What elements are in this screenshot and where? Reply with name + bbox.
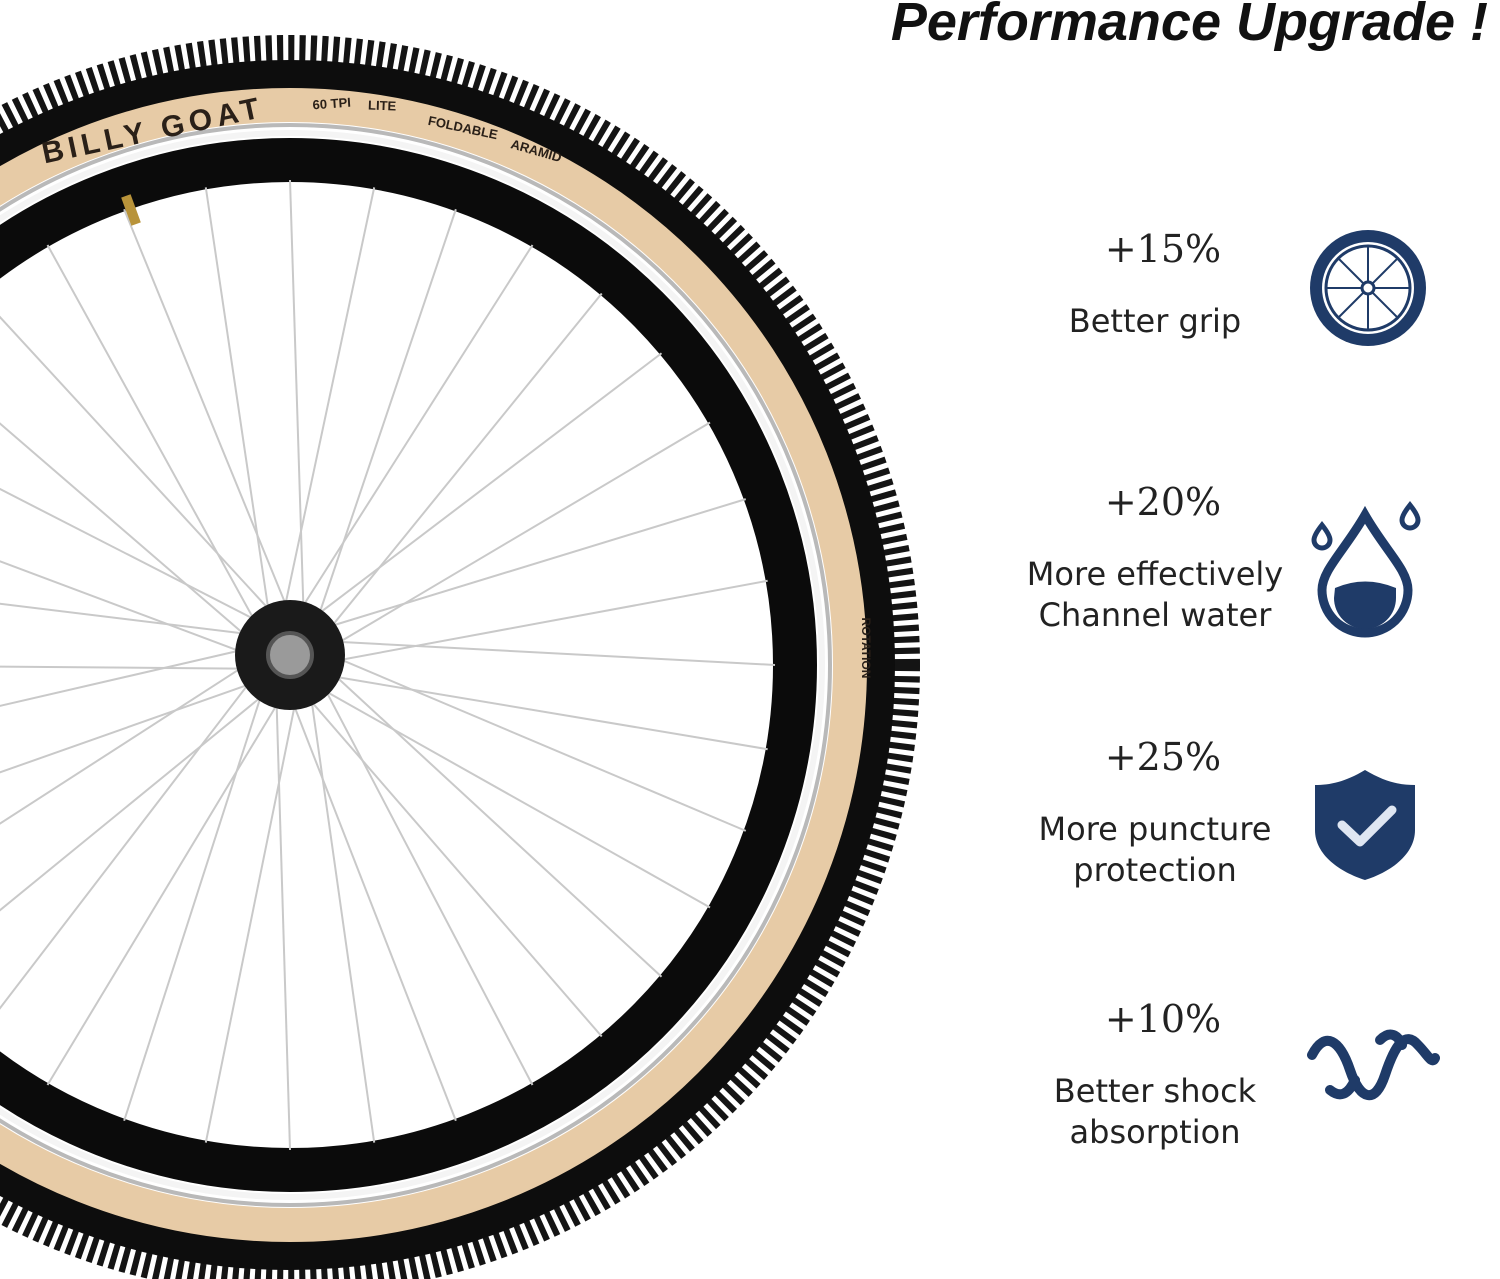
features: +15% Better grip +20% More effectivelyChann… — [1027, 227, 1283, 1151]
tire-tpi: 60 TPI — [312, 95, 351, 113]
spoke — [323, 292, 603, 636]
spoke — [123, 208, 291, 616]
tire-rotation: ROTATION — [859, 618, 873, 679]
spoke — [314, 208, 457, 625]
spoke — [0, 422, 254, 643]
spoke — [0, 602, 256, 636]
spoke — [0, 560, 251, 656]
shock-icon — [1307, 1029, 1440, 1101]
sidewall — [0, 88, 867, 1242]
spoke — [0, 315, 278, 619]
feature-percent: +15% — [1105, 227, 1221, 271]
grip-icon — [1310, 230, 1426, 346]
spoke — [0, 647, 251, 707]
spoke — [46, 693, 284, 1086]
spoke — [324, 674, 768, 751]
spoke — [204, 187, 271, 621]
feature-percent: +25% — [1105, 735, 1221, 779]
spoke — [302, 691, 603, 1038]
feature-percent: +20% — [1105, 480, 1221, 524]
valve — [121, 194, 141, 226]
spoke — [0, 661, 252, 825]
feature-label: More puncture — [1039, 810, 1272, 848]
feature-label: Channel water — [1039, 596, 1273, 634]
feature-label: absorption — [1070, 1113, 1241, 1151]
spoke — [328, 421, 711, 649]
spoke — [282, 187, 376, 616]
rim — [0, 138, 817, 1192]
tread — [0, 60, 895, 1270]
spoke — [204, 694, 298, 1143]
rim-edge — [0, 123, 832, 1207]
spoke — [289, 179, 305, 618]
spoke — [296, 244, 534, 617]
spoke — [46, 244, 261, 630]
water-icon — [1311, 500, 1421, 638]
spoke — [0, 688, 271, 912]
page-title: Performance Upgrade ! — [891, 0, 1488, 52]
wheel: BILLY GOAT 60 TPI LITE FOLDABLE ARAMID R… — [0, 35, 920, 1279]
puncture-icon — [1315, 770, 1415, 880]
spoke — [289, 694, 457, 1122]
rim-edge — [0, 130, 825, 1200]
hub-axle — [266, 631, 314, 679]
spoke — [0, 674, 257, 1010]
spoke — [0, 487, 265, 626]
spoke — [329, 654, 747, 832]
spoke — [319, 680, 534, 1086]
spoke — [329, 579, 768, 663]
spoke — [309, 689, 376, 1143]
feature-label: Better grip — [1069, 302, 1241, 340]
spoke — [327, 640, 776, 666]
spoke — [275, 692, 291, 1151]
spoke — [0, 679, 260, 774]
spoke — [0, 665, 253, 670]
spoke — [320, 498, 747, 631]
spoke — [326, 667, 663, 978]
feature-label: Better shock — [1054, 1072, 1257, 1110]
feature-percent: +10% — [1105, 997, 1221, 1041]
spokes — [0, 179, 776, 1151]
spoke — [309, 352, 663, 622]
feature-label: protection — [1073, 851, 1236, 889]
spoke — [123, 685, 266, 1122]
tire-lite: LITE — [368, 98, 397, 114]
feature-label: More effectively — [1027, 555, 1283, 593]
spoke — [315, 684, 711, 909]
